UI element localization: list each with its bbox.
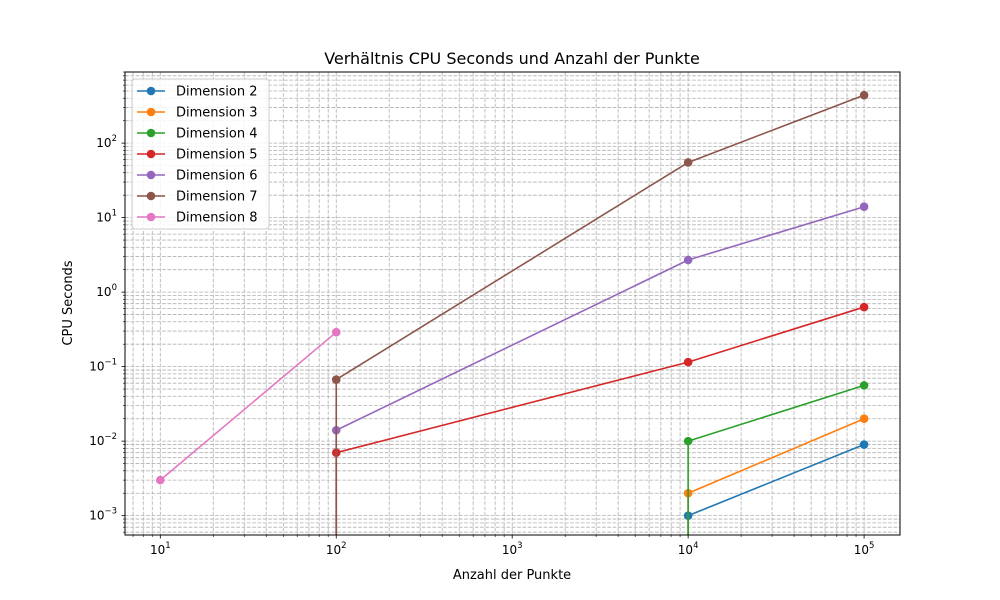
- data-point: [859, 90, 869, 100]
- x-tick-label-base: 10: [854, 543, 869, 557]
- data-point: [859, 381, 869, 390]
- y-tick-label: 10−2: [89, 432, 117, 448]
- legend-entry: Dimension 3: [137, 106, 258, 121]
- y-tick-label-exponent: 0: [112, 283, 117, 293]
- y-tick-label: 101: [96, 209, 117, 225]
- x-tick-label-exponent: 2: [341, 541, 346, 551]
- legend-box: [131, 78, 270, 230]
- x-axis-ticks: 101 102 103 104 105: [132, 535, 875, 557]
- data-point: [859, 202, 869, 212]
- data-point: [859, 302, 869, 312]
- series-4: [683, 381, 869, 535]
- legend-label: Dimension 7: [176, 190, 258, 205]
- x-tick-label-base: 10: [326, 543, 341, 557]
- legend-marker: [146, 170, 156, 180]
- x-axis-label: Anzahl der Punkte: [453, 568, 571, 583]
- data-point: [683, 158, 693, 167]
- legend-entry: Dimension 2: [137, 85, 258, 100]
- y-tick-label-exponent: −2: [104, 432, 117, 442]
- data-point: [683, 357, 693, 367]
- y-tick-label-base: 10: [96, 211, 111, 225]
- y-tick-label-base: 10: [96, 136, 111, 150]
- x-tick-label-exponent: 4: [693, 541, 698, 551]
- legend-entry: Dimension 7: [137, 190, 258, 205]
- series-line: [159, 331, 337, 481]
- series-lines: [156, 90, 869, 535]
- y-tick-label: 10−3: [89, 507, 117, 523]
- legend-marker: [146, 107, 156, 117]
- data-point: [859, 440, 869, 449]
- y-tick-label: 100: [96, 283, 117, 299]
- x-tick-label: 102: [326, 541, 347, 557]
- legend-entry: Dimension 4: [137, 127, 258, 142]
- y-tick-label-base: 10: [89, 360, 104, 374]
- legend-entry: Dimension 6: [137, 169, 258, 184]
- x-tick-label-base: 10: [502, 543, 517, 557]
- legend-label: Dimension 2: [176, 85, 258, 100]
- legend-label: Dimension 5: [176, 148, 258, 163]
- series-7: [331, 90, 869, 535]
- legend-label: Dimension 3: [176, 106, 258, 121]
- legend-entry: Dimension 5: [137, 148, 258, 163]
- x-tick-label: 101: [150, 541, 171, 557]
- data-point: [156, 475, 165, 485]
- y-axis-label: CPU Seconds: [61, 260, 76, 345]
- legend-marker: [146, 86, 156, 96]
- legend-marker: [146, 191, 156, 201]
- legend-marker: [146, 149, 156, 159]
- series-8: [156, 327, 341, 485]
- x-tick-label: 103: [502, 541, 523, 557]
- x-tick-label: 104: [678, 541, 699, 557]
- x-tick-label: 105: [854, 541, 875, 557]
- x-tick-label-exponent: 3: [517, 541, 522, 551]
- chart-title: Verhältnis CPU Seconds und Anzahl der Pu…: [324, 49, 700, 68]
- y-tick-label-base: 10: [89, 509, 104, 523]
- legend-label: Dimension 6: [176, 169, 258, 184]
- y-tick-label-exponent: 1: [112, 209, 117, 219]
- data-point: [331, 375, 341, 384]
- series-line: [335, 94, 865, 535]
- data-point: [331, 327, 341, 337]
- x-tick-label-exponent: 5: [869, 541, 874, 551]
- y-tick-label-exponent: 2: [112, 134, 117, 144]
- legend-marker: [146, 212, 156, 222]
- y-tick-label-base: 10: [89, 434, 104, 448]
- data-point: [859, 414, 869, 424]
- y-tick-label-exponent: −3: [104, 507, 117, 517]
- legend-marker: [146, 128, 156, 138]
- legend: Dimension 2 Dimension 3 Dimension 4 Dimensi…: [131, 78, 270, 230]
- x-tick-label-exponent: 1: [165, 541, 170, 551]
- x-tick-label-base: 10: [150, 543, 165, 557]
- data-point: [683, 255, 693, 265]
- y-tick-label-base: 10: [96, 285, 111, 299]
- legend-label: Dimension 8: [176, 211, 258, 226]
- y-tick-label: 10−1: [89, 358, 117, 374]
- data-point: [683, 436, 693, 446]
- x-tick-label-base: 10: [678, 543, 693, 557]
- legend-label: Dimension 4: [176, 127, 258, 142]
- y-tick-label-exponent: −1: [104, 358, 117, 368]
- legend-entry: Dimension 8: [137, 211, 258, 226]
- y-tick-label: 102: [96, 134, 117, 150]
